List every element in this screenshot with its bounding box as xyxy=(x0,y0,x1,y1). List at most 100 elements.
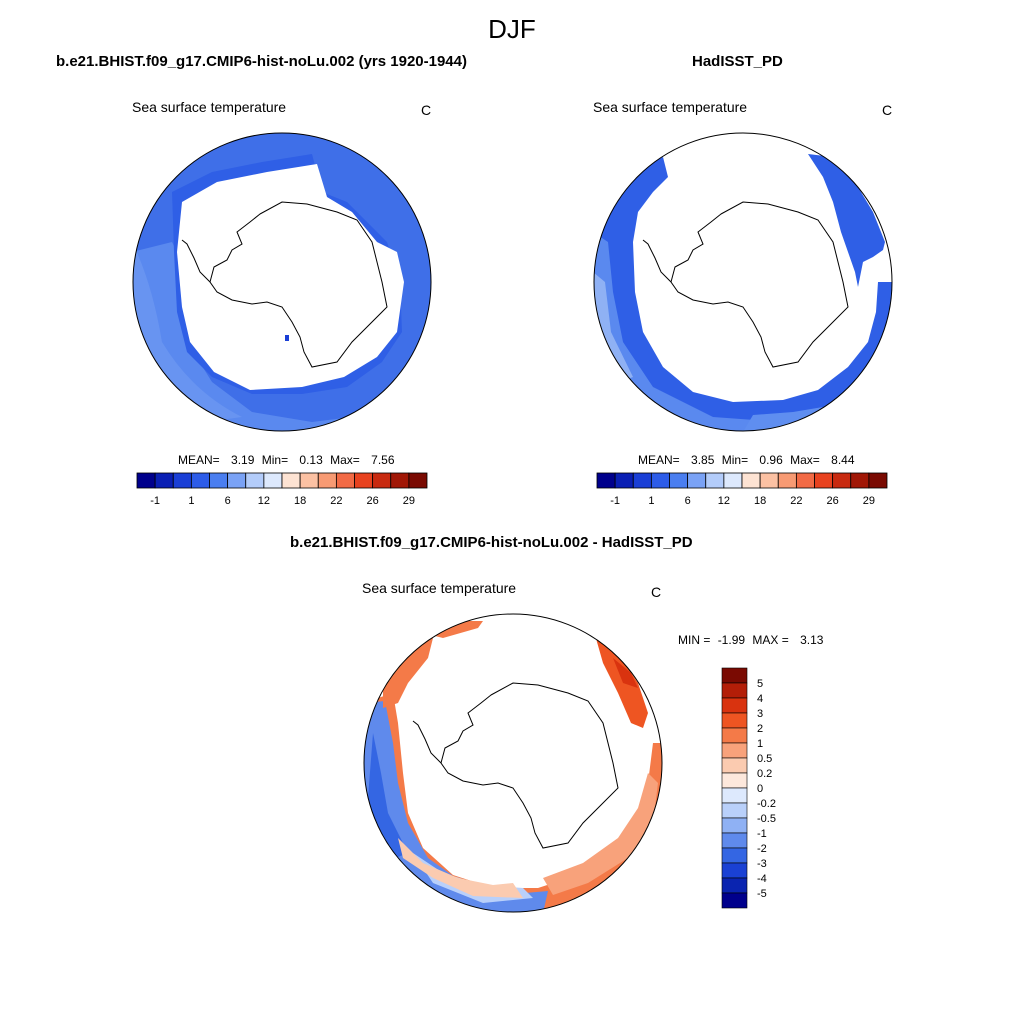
colorbar-tick-label: 22 xyxy=(790,495,802,507)
colorbar-box xyxy=(721,847,748,864)
colorbar-tick-label: 26 xyxy=(367,495,379,507)
colorbar-box xyxy=(154,472,174,489)
colorbar-tick-label: -2 xyxy=(757,843,767,855)
colorbar-box xyxy=(263,472,283,489)
colorbar-tick-label: -0.2 xyxy=(757,798,776,810)
colorbar-box xyxy=(777,472,797,489)
panel-diff-stats: MIN = -1.99 MAX = 3.13 xyxy=(678,633,823,647)
panel-model-colorbar: -1 1 6 12 18 22 26 29 xyxy=(136,472,428,507)
colorbar-tick-label: 1 xyxy=(757,738,763,750)
colorbar-tick-label: 0 xyxy=(757,783,763,795)
colorbar-tick-label: 1 xyxy=(648,495,654,507)
colorbar-tick-label: 29 xyxy=(863,495,875,507)
colorbar-tick-label: -0.5 xyxy=(757,813,776,825)
stat-max-label: Max= xyxy=(330,453,360,467)
colorbar-tick-label: 2 xyxy=(757,723,763,735)
colorbar-box xyxy=(650,472,670,489)
colorbar-tick-label: 0.2 xyxy=(757,768,772,780)
colorbar-tick-label: 6 xyxy=(225,495,231,507)
stat-min-label: Min= xyxy=(721,453,749,467)
colorbar-tick-label: -3 xyxy=(757,858,767,870)
colorbar-box xyxy=(832,472,852,489)
panel-model-subtitle: Sea surface temperature xyxy=(132,99,287,115)
colorbar-box xyxy=(721,757,748,774)
colorbar-box xyxy=(721,682,748,699)
colorbar-box xyxy=(721,772,748,789)
stat-max-label: MAX = xyxy=(752,633,789,647)
stat-max-value: 7.56 xyxy=(371,453,395,467)
stat-min-value: 0.96 xyxy=(759,453,783,467)
panel-obs-map xyxy=(593,132,893,432)
panel-diff-colorbar: 5 4 3 2 1 0.5 0.2 0 -0.2 -0.5 -1 -2 -3 -4 -5 xyxy=(721,667,776,909)
colorbar-box xyxy=(372,472,392,489)
colorbar-box xyxy=(687,472,707,489)
stat-max-label: Max= xyxy=(790,453,820,467)
colorbar-tick-label: 6 xyxy=(685,495,691,507)
colorbar-box xyxy=(136,472,156,489)
colorbar-box xyxy=(209,472,229,489)
panel-model-units: C xyxy=(421,102,432,118)
colorbar-box xyxy=(172,472,192,489)
colorbar-box xyxy=(721,667,748,684)
panel-model-map xyxy=(132,132,432,432)
colorbar-box xyxy=(721,877,748,894)
panel-obs-title: HadISST_PD xyxy=(692,53,783,70)
figure-title: DJF xyxy=(488,14,536,44)
stat-mean-label: MEAN= xyxy=(638,453,680,467)
stat-min-label: MIN = xyxy=(678,633,711,647)
colorbar-box xyxy=(190,472,210,489)
panel-obs-subtitle: Sea surface temperature xyxy=(593,99,748,115)
colorbar-box xyxy=(299,472,319,489)
colorbar-tick-label: -1 xyxy=(150,495,160,507)
stat-mean-label: MEAN= xyxy=(178,453,220,467)
colorbar-tick-label: -5 xyxy=(757,888,767,900)
colorbar-tick-label: -4 xyxy=(757,873,767,885)
colorbar-box xyxy=(721,697,748,714)
colorbar-tick-label: 5 xyxy=(757,678,763,690)
stat-min-value: -1.99 xyxy=(717,633,746,647)
colorbar-box xyxy=(596,472,616,489)
panel-model-stats: MEAN= 3.19 Min= 0.13 Max= 7.56 xyxy=(178,453,395,467)
colorbar-box xyxy=(317,472,337,489)
colorbar-box xyxy=(721,802,748,819)
colorbar-box xyxy=(814,472,834,489)
stat-max-value: 3.13 xyxy=(800,633,824,647)
colorbar-tick-label: 1 xyxy=(188,495,194,507)
colorbar-box xyxy=(759,472,779,489)
colorbar-tick-label: 12 xyxy=(718,495,730,507)
colorbar-tick-label: 0.5 xyxy=(757,753,772,765)
colorbar-box xyxy=(721,727,748,744)
stat-max-value: 8.44 xyxy=(831,453,855,467)
colorbar-box xyxy=(669,472,689,489)
colorbar-tick-label: 4 xyxy=(757,693,763,705)
panel-diff-map xyxy=(363,613,663,913)
colorbar-box xyxy=(850,472,870,489)
panel-model-title: b.e21.BHIST.f09_g17.CMIP6-hist-noLu.002 … xyxy=(56,53,467,70)
colorbar-box xyxy=(408,472,428,489)
colorbar-tick-label: 29 xyxy=(403,495,415,507)
stat-min-value: 0.13 xyxy=(299,453,323,467)
panel-diff-subtitle: Sea surface temperature xyxy=(362,580,517,596)
colorbar-box xyxy=(354,472,374,489)
colorbar-box xyxy=(721,832,748,849)
colorbar-box xyxy=(390,472,410,489)
colorbar-box xyxy=(721,862,748,879)
colorbar-box xyxy=(335,472,355,489)
colorbar-box xyxy=(721,787,748,804)
colorbar-tick-label: 12 xyxy=(258,495,270,507)
colorbar-box xyxy=(721,817,748,834)
stat-mean-value: 3.19 xyxy=(231,453,255,467)
colorbar-tick-label: -1 xyxy=(610,495,620,507)
colorbar-box xyxy=(721,742,748,759)
colorbar-tick-label: 18 xyxy=(754,495,766,507)
panel-diff-title: b.e21.BHIST.f09_g17.CMIP6-hist-noLu.002 … xyxy=(290,534,693,551)
colorbar-box xyxy=(795,472,815,489)
colorbar-box xyxy=(868,472,888,489)
colorbar-box xyxy=(614,472,634,489)
panel-obs-units: C xyxy=(882,102,893,118)
colorbar-box xyxy=(245,472,265,489)
stat-mean-value: 3.85 xyxy=(691,453,715,467)
stat-min-label: Min= xyxy=(261,453,289,467)
colorbar-box xyxy=(721,892,748,909)
colorbar-tick-label: 3 xyxy=(757,708,763,720)
